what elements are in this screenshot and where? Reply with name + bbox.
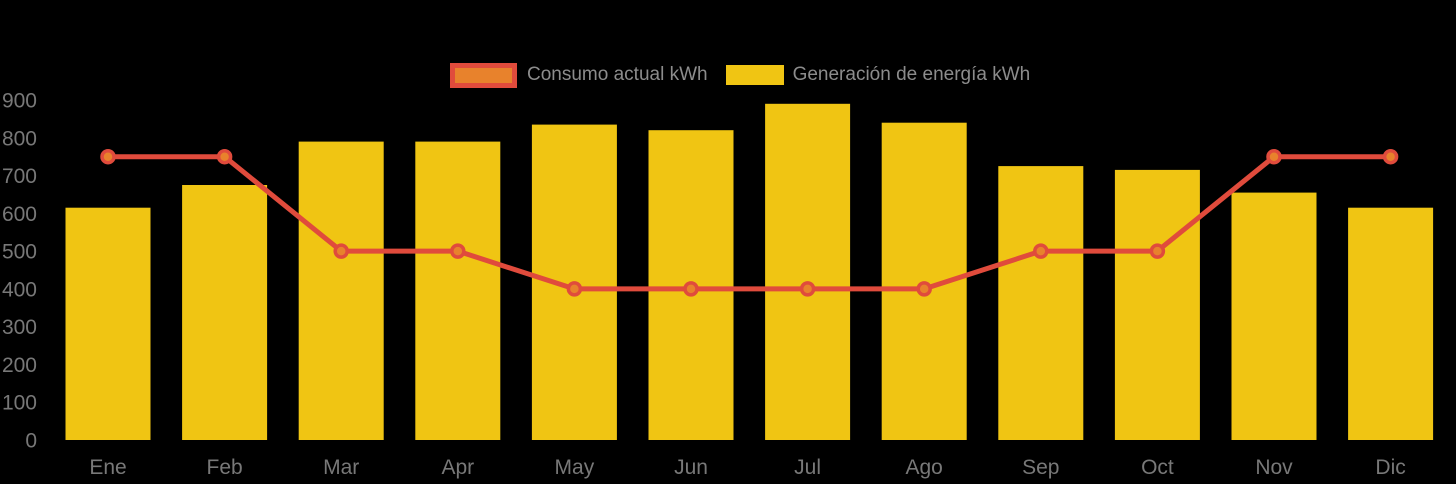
line-point-dic[interactable] [1382,148,1399,165]
y-axis-tick-label-600: 600 [2,203,37,226]
line-point-jul[interactable] [799,281,816,297]
generacion-swatch-icon [725,65,784,85]
x-axis-label-nov: Nov [1255,456,1293,479]
line-point-apr[interactable] [450,243,466,259]
y-axis-tick-label-0: 0 [25,430,37,453]
x-axis-label-mar: Mar [323,456,359,479]
line-point-mar[interactable] [333,243,349,259]
x-axis-label-jul: Jul [794,456,821,479]
bar-apr[interactable] [415,141,501,440]
bar-oct[interactable] [1114,169,1200,440]
x-axis-label-feb: Feb [207,456,243,479]
y-axis-tick-label-300: 300 [2,316,37,339]
line-point-nov[interactable] [1266,148,1282,165]
bar-ene[interactable] [65,207,151,440]
line-point-oct[interactable] [1149,243,1166,259]
line-point-feb[interactable] [216,148,233,165]
x-axis-label-apr: Apr [441,456,474,479]
x-axis-label-ene: Ene [89,456,126,479]
x-axis-label-dic: Dic [1375,456,1405,479]
bar-dic[interactable] [1348,207,1434,440]
y-axis-tick-label-800: 800 [2,127,37,150]
y-axis-tick-label-500: 500 [2,241,37,264]
y-axis-tick-label-100: 100 [2,392,37,415]
legend-item-consumo[interactable]: Consumo actual kWh [450,62,708,88]
x-axis-label-oct: Oct [1141,456,1174,479]
line-point-may[interactable] [566,281,583,297]
y-axis-tick-label-200: 200 [2,354,37,377]
x-axis-label-sep: Sep [1022,456,1059,479]
x-axis-label-jun: Jun [674,456,708,479]
x-axis-label-ago: Ago [906,456,943,479]
line-point-sep[interactable] [1033,243,1049,259]
x-axis-label-may: May [555,456,595,479]
legend-item-generacion[interactable]: Generación de energía kWh [725,64,1031,86]
bar-sep[interactable] [998,166,1084,440]
bar-nov[interactable] [1231,192,1317,440]
y-axis-tick-label-400: 400 [2,278,37,301]
line-point-ago[interactable] [916,281,932,297]
bar-feb[interactable] [182,185,268,440]
consumption-line [105,154,1394,292]
chart-legend: Consumo actual kWh Generación de energía… [450,60,1030,90]
y-axis-tick-label-900: 900 [2,90,37,113]
line-point-jun[interactable] [683,281,699,297]
consumo-swatch-icon [450,62,517,88]
bar-jul[interactable] [765,103,851,441]
line-point-ene[interactable] [100,148,116,165]
legend-label-consumo: Consumo actual kWh [527,64,708,85]
bar-mar[interactable] [298,141,384,440]
legend-label-generacion: Generación de energía kWh [792,64,1031,85]
y-axis-tick-label-700: 700 [2,165,37,188]
